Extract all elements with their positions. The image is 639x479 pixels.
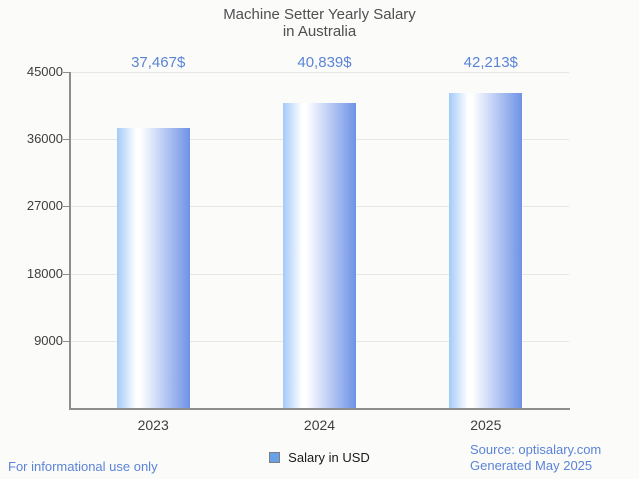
value-label: 37,467$ [131, 54, 186, 71]
bar-2024 [283, 103, 356, 408]
chart-title-line1: Machine Setter Yearly Salary [223, 6, 416, 23]
legend-label: Salary in USD [288, 449, 370, 465]
x-axis-line [69, 408, 570, 410]
legend-marker-icon [269, 451, 281, 463]
y-tick-mark [63, 72, 70, 73]
footer-attribution: Source: optisalary.com Generated May 202… [470, 442, 601, 474]
legend: Salary in USD [0, 449, 639, 465]
y-tick-mark [63, 340, 70, 342]
y-tick-label: 9000 [34, 332, 63, 348]
y-tick-label: 45000 [26, 64, 63, 79]
y-tick-mark [63, 273, 70, 275]
y-tick-label: 27000 [26, 198, 63, 214]
x-tick-label: 2024 [303, 417, 336, 433]
chart-title: Machine Setter Yearly Salary in Australi… [0, 6, 639, 40]
y-tick-mark [63, 139, 70, 141]
bar-2025 [449, 92, 523, 408]
y-tick-mark [63, 206, 70, 208]
footer-source: Source: optisalary.com [470, 442, 602, 457]
footer-generated: Generated May 2025 [470, 458, 593, 473]
y-axis-line [69, 72, 71, 410]
y-tick-label: 18000 [26, 265, 63, 281]
chart-title-line2: in Australia [282, 23, 357, 40]
bar-2023 [116, 128, 190, 408]
x-tick-label: 2025 [470, 417, 502, 433]
gridline [70, 72, 569, 73]
y-tick-label: 36000 [26, 131, 63, 147]
footer-note: For informational use only [8, 459, 158, 474]
value-label: 40,839$ [297, 54, 352, 71]
x-tick-label: 2023 [137, 417, 169, 433]
value-label: 42,213$ [463, 54, 518, 71]
